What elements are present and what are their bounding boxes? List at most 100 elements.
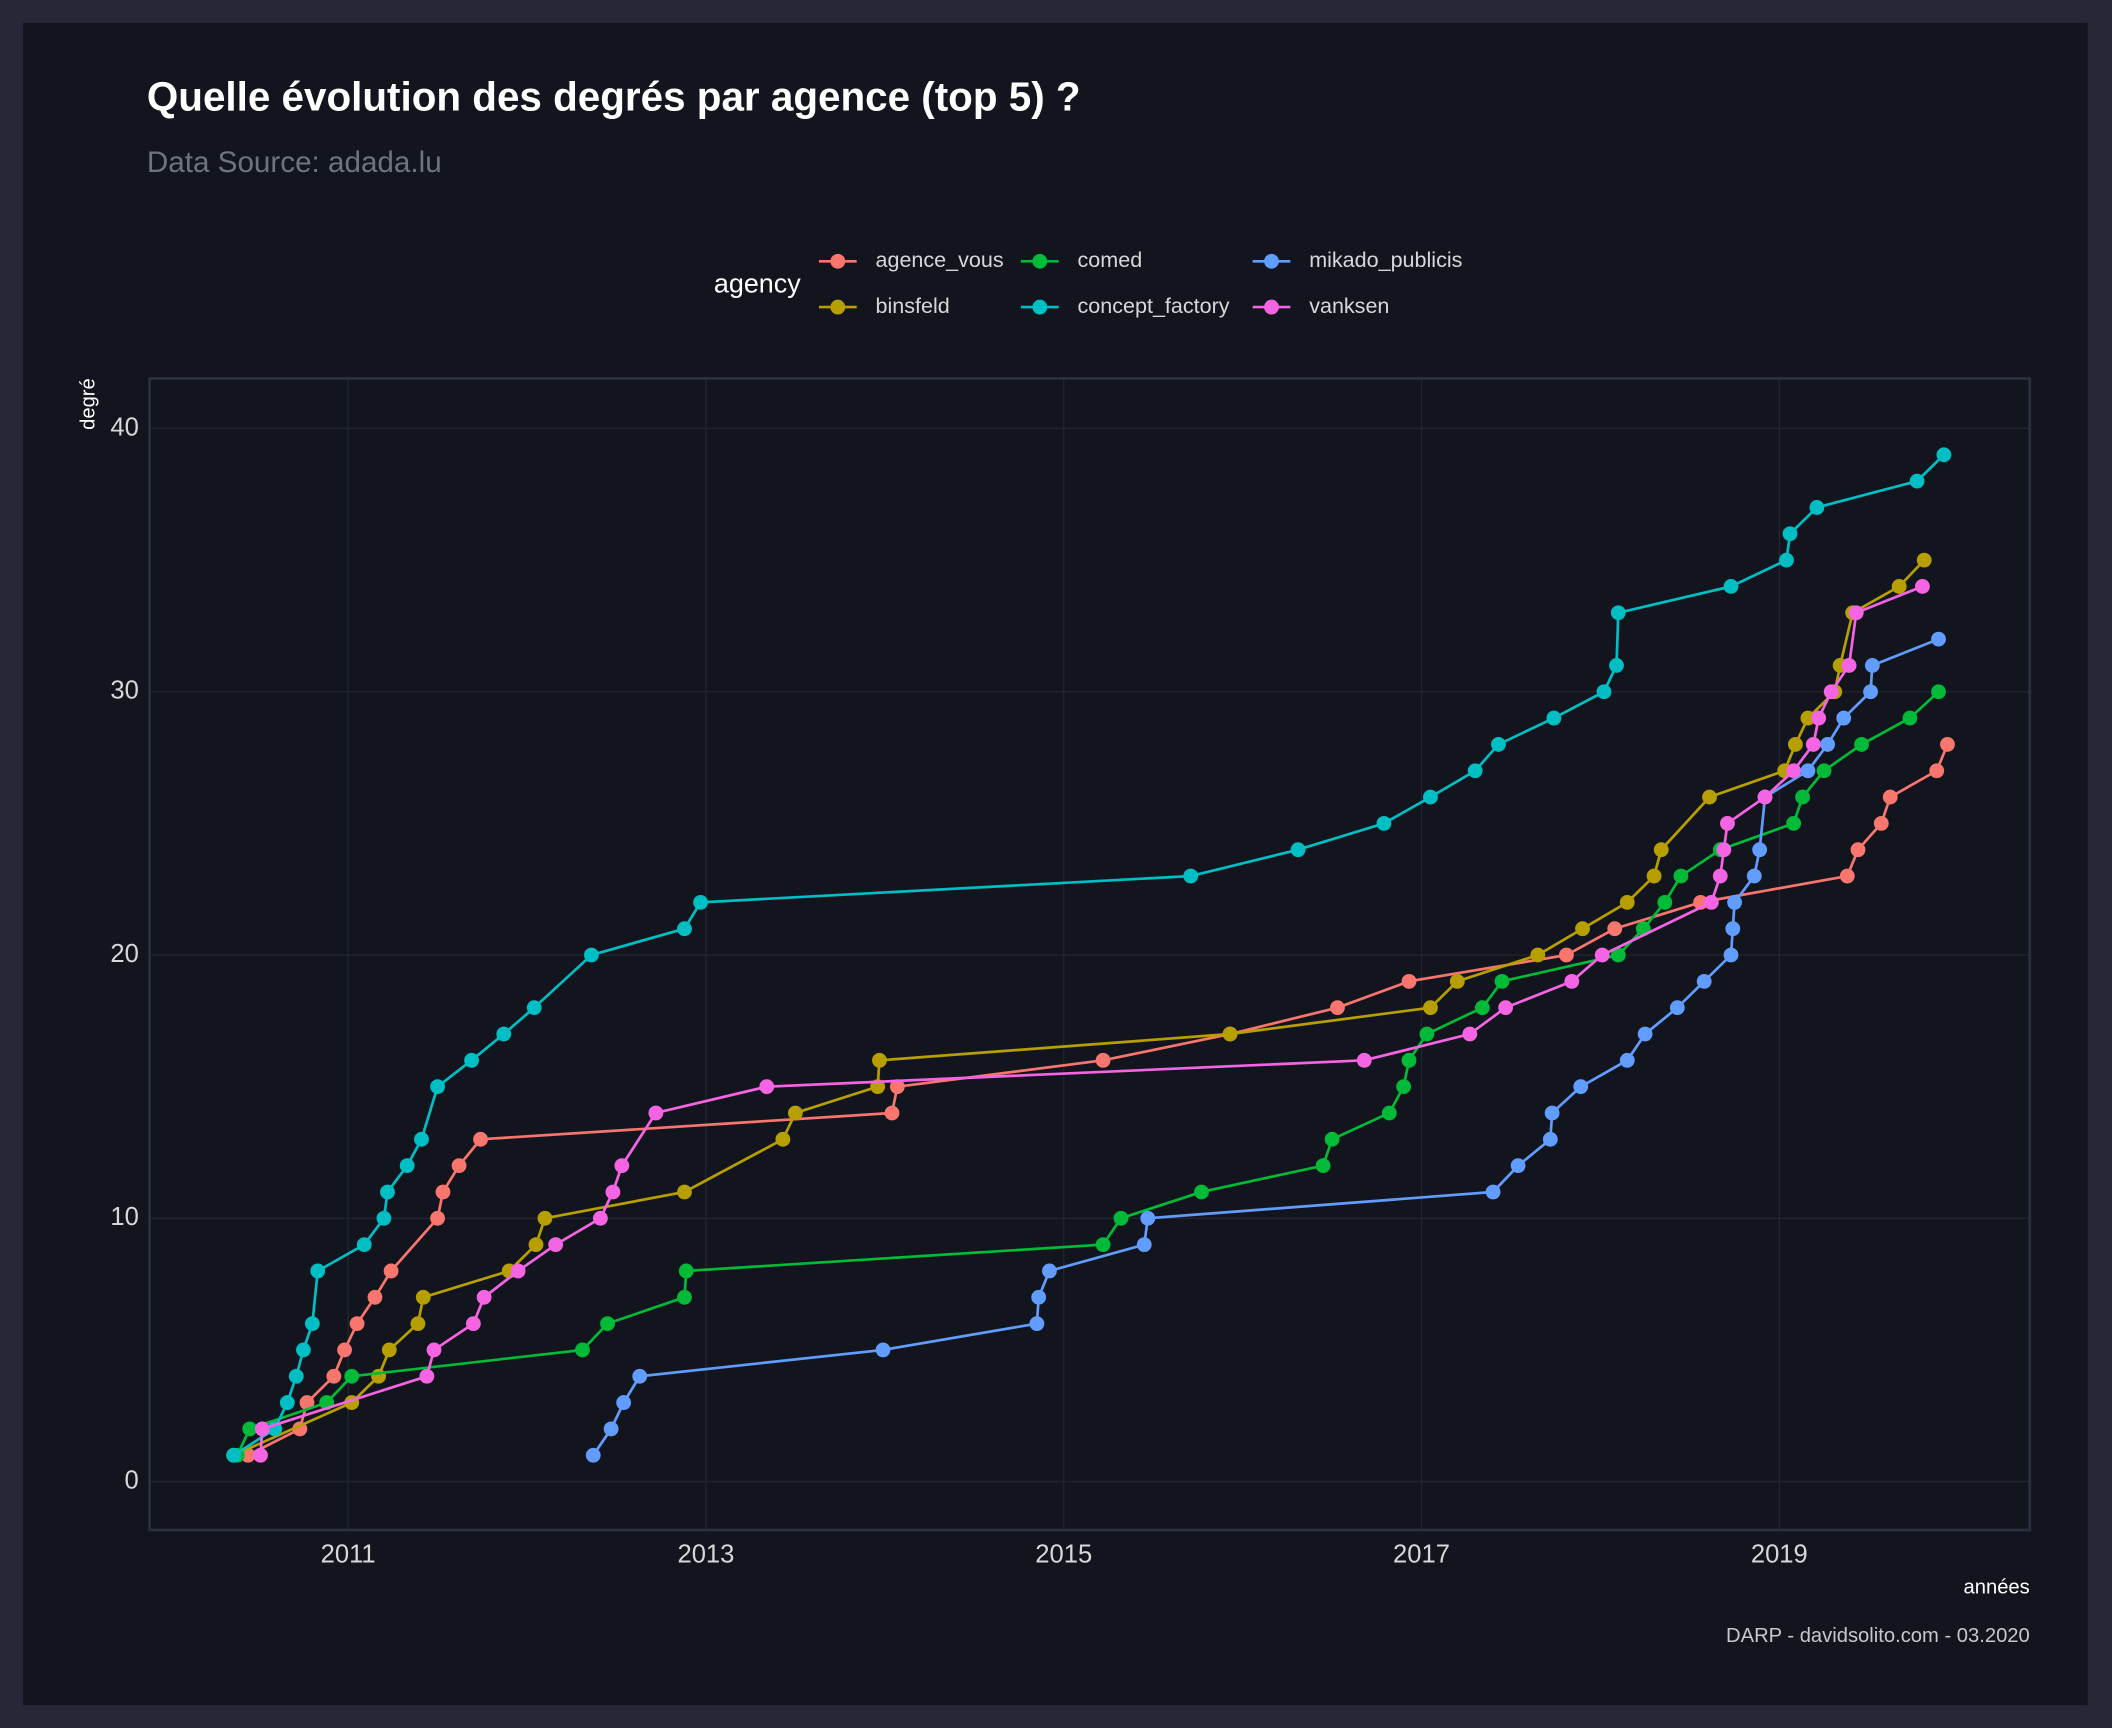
data-point (510, 1263, 526, 1279)
data-point (296, 1342, 311, 1358)
y-tick-label: 30 (110, 677, 138, 705)
plot-border (148, 377, 2032, 1532)
data-point (1467, 763, 1483, 779)
caption: DARP - davidsolito.com - 03.2020 (1726, 1625, 2030, 1647)
data-point (1290, 842, 1306, 858)
data-point (759, 1079, 775, 1095)
data-point (1805, 737, 1821, 752)
data-point (473, 1131, 488, 1147)
data-point (1850, 842, 1866, 858)
data-point (1423, 789, 1438, 805)
data-point (1140, 1210, 1156, 1226)
data-point (1381, 1105, 1397, 1121)
data-point (496, 1026, 512, 1042)
data-point (1542, 1131, 1558, 1147)
legend-label: vanksen (1309, 294, 1389, 318)
data-point (1610, 605, 1626, 621)
y-tick-label: 40 (110, 413, 138, 441)
data-point (1836, 710, 1852, 726)
data-point (1031, 1289, 1047, 1305)
data-point (1559, 947, 1574, 963)
data-point (1811, 710, 1827, 726)
data-point (1816, 763, 1832, 779)
data-point (1419, 1026, 1435, 1042)
data-point (677, 1184, 692, 1200)
data-point (1637, 1026, 1653, 1042)
data-point (1839, 868, 1855, 884)
x-tick-label: 2019 (1751, 1540, 1808, 1568)
data-point (872, 1052, 887, 1068)
data-point (1841, 658, 1857, 673)
data-point (279, 1395, 295, 1410)
legend-label: binsfeld (876, 294, 950, 318)
data-point (1564, 973, 1580, 989)
data-point (376, 1210, 392, 1226)
data-point (1498, 1000, 1514, 1016)
legend-title: agency (714, 269, 801, 299)
data-point (1909, 473, 1925, 489)
data-point (367, 1289, 383, 1305)
data-point (677, 1289, 692, 1305)
data-point (1779, 552, 1794, 568)
data-point (1929, 763, 1945, 779)
data-point (383, 1263, 399, 1279)
legend-label: agence_vous (876, 248, 1004, 272)
data-point (1401, 973, 1417, 989)
legend-label: comed (1078, 248, 1143, 272)
data-point (476, 1289, 492, 1305)
data-point (1746, 868, 1762, 884)
data-point (299, 1395, 315, 1410)
data-point (371, 1368, 386, 1384)
legend-key-point (1264, 253, 1279, 269)
data-point (1940, 737, 1955, 752)
data-point (426, 1342, 442, 1358)
data-point (1136, 1237, 1152, 1253)
data-point (1720, 815, 1735, 831)
data-point (1752, 842, 1768, 858)
data-point (1873, 815, 1889, 831)
data-point (1782, 526, 1798, 542)
data-point (1530, 947, 1546, 963)
data-point (1646, 868, 1662, 884)
data-point (1788, 737, 1803, 752)
data-point (1864, 658, 1880, 673)
y-tick-label: 10 (110, 1203, 138, 1231)
legend-label: mikado_publicis (1309, 248, 1462, 272)
data-point (465, 1316, 481, 1332)
data-point (1931, 684, 1946, 700)
data-point (1848, 605, 1864, 621)
data-point (603, 1421, 619, 1437)
data-point (1042, 1263, 1057, 1279)
data-point (1423, 1000, 1438, 1016)
data-point (585, 1447, 601, 1463)
data-point (526, 1000, 542, 1016)
legend-key-point (830, 299, 846, 315)
data-point (1356, 1052, 1372, 1068)
data-point (1546, 710, 1562, 726)
data-point (1594, 947, 1610, 963)
data-point (1757, 789, 1773, 805)
data-point (1474, 1000, 1490, 1016)
data-point (380, 1184, 395, 1200)
data-point (1222, 1026, 1238, 1042)
data-point (1315, 1158, 1331, 1174)
data-point (1725, 921, 1741, 937)
data-point (1891, 579, 1907, 594)
data-point (528, 1237, 544, 1253)
x-tick-label: 2013 (677, 1540, 734, 1568)
data-point (1619, 1052, 1635, 1068)
legend-key-point (1264, 299, 1279, 315)
data-point (1863, 684, 1878, 700)
data-point (349, 1316, 365, 1332)
data-point (1669, 1000, 1685, 1016)
data-point (1183, 868, 1199, 884)
data-point (430, 1079, 446, 1095)
data-point (1596, 684, 1612, 700)
data-point (1786, 815, 1802, 831)
data-point (600, 1316, 615, 1332)
data-point (337, 1342, 352, 1358)
data-point (344, 1368, 360, 1384)
data-point (1916, 552, 1932, 568)
data-point (1823, 684, 1839, 700)
data-point (242, 1421, 258, 1437)
